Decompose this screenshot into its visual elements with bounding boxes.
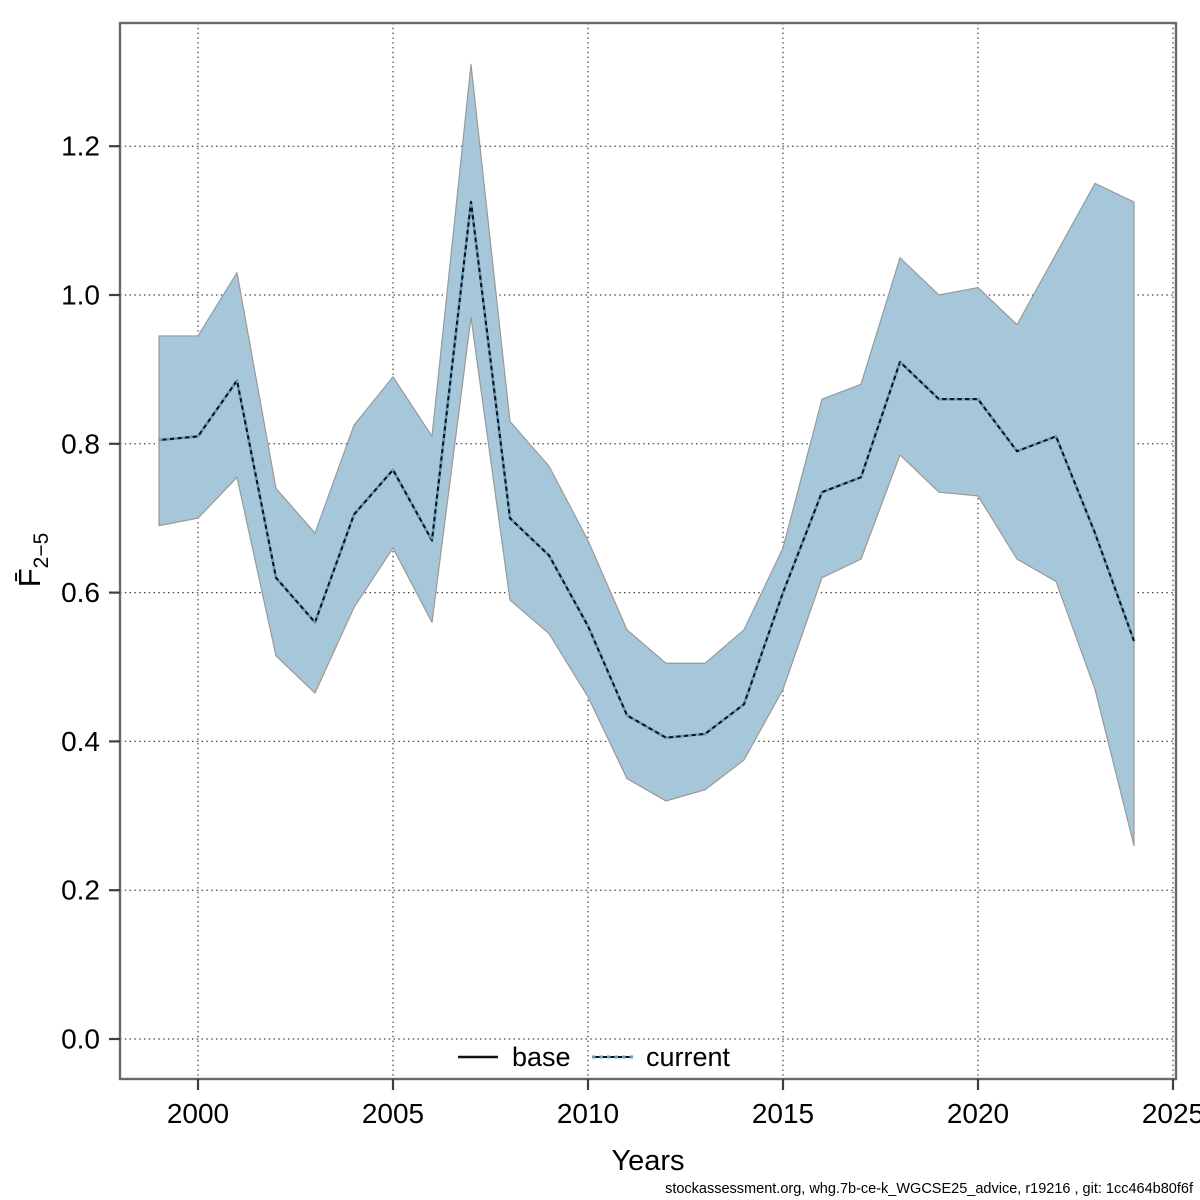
current-line (158, 200, 1136, 740)
y-tick-label-1.0: 1.0 (61, 280, 100, 311)
y-tick-label-0.2: 0.2 (61, 875, 100, 906)
y-tick-label-0.4: 0.4 (61, 726, 100, 757)
confidence-band-area (158, 63, 1135, 847)
footer-attribution: stockassessment.org, whg.7b-ce-k_WGCSE25… (665, 1181, 1194, 1197)
x-tick-label-2010: 2010 (557, 1098, 619, 1129)
y-tick-label-0.0: 0.0 (61, 1024, 100, 1055)
axis-ticks (109, 145, 1175, 1090)
y-axis-title: F̄2−5 (12, 533, 53, 588)
series-lines (158, 200, 1136, 740)
x-tick-label-2005: 2005 (362, 1098, 424, 1129)
legend-item-current: current (592, 1042, 731, 1072)
x-tick-label-2000: 2000 (167, 1098, 229, 1129)
y-axis-title-base: F̄ (12, 568, 47, 587)
legend-current-label: current (646, 1042, 731, 1072)
y-axis-title-subscript: 2−5 (30, 533, 53, 569)
x-tick-label-2015: 2015 (752, 1098, 814, 1129)
axis-tick-labels: 2000 2005 2010 2015 2020 2025 0.0 0.2 0.4 0.6 0.8 1… (61, 131, 1200, 1129)
y-tick-label-0.6: 0.6 (61, 577, 100, 608)
x-axis-title: Years (611, 1145, 684, 1177)
x-tick-label-2020: 2020 (947, 1098, 1009, 1129)
legend-item-base: base (458, 1042, 571, 1072)
y-tick-label-1.2: 1.2 (61, 131, 100, 162)
legend-base-label: base (512, 1042, 571, 1072)
x-tick-label-2025: 2025 (1142, 1098, 1200, 1129)
confidence-band (158, 63, 1135, 847)
y-tick-label-0.8: 0.8 (61, 428, 100, 459)
legend: base current (458, 1042, 731, 1072)
plot-border (118, 21, 1178, 1081)
